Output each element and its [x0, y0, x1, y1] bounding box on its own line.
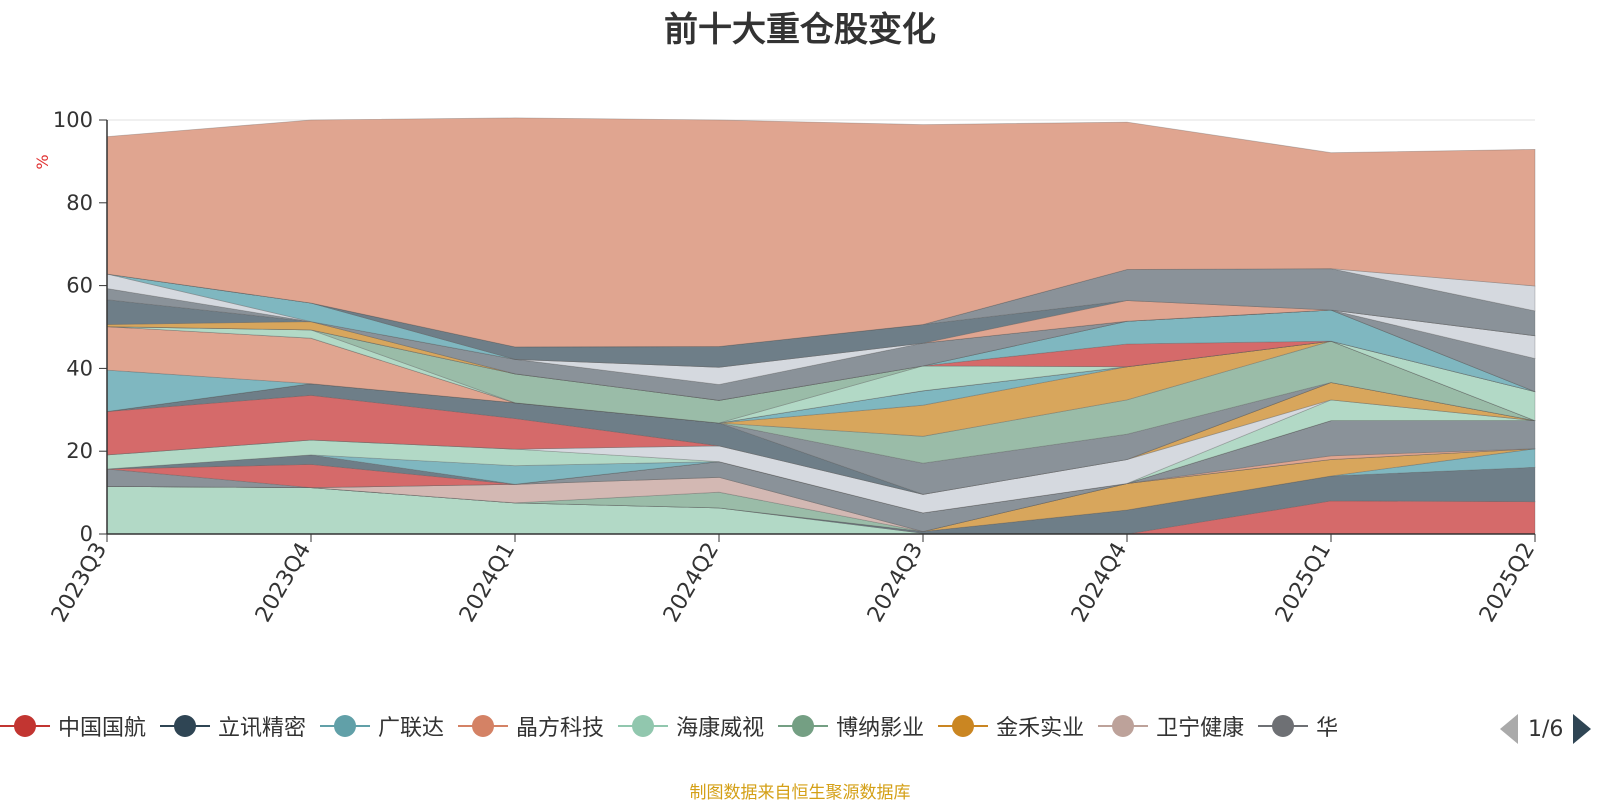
legend-label: 立讯精密 [218, 716, 307, 741]
x-tick-label: 2024Q2 [659, 539, 724, 627]
y-tick-label: 60 [66, 274, 93, 298]
series-area[interactable] [106, 288, 1536, 401]
legend: 中国国航 立讯精密 广联达 晶方科技 海康威视 博纳影业 金禾实业 卫宁健康 华 [0, 706, 1490, 746]
x-tick-label: 2024Q3 [863, 539, 928, 627]
legend-label: 博纳影业 [836, 716, 925, 741]
legend-page-indicator: 1/6 [1528, 716, 1564, 742]
legend-item[interactable]: 卫宁健康 [1098, 706, 1244, 746]
legend-item[interactable]: 金禾实业 [938, 706, 1084, 746]
legend-item[interactable]: 华 [1258, 706, 1338, 746]
series-area[interactable] [106, 117, 1536, 348]
legend-marker-icon [778, 714, 829, 738]
legend-marker-icon [618, 714, 669, 738]
legend-marker-icon [458, 714, 509, 738]
series-area[interactable] [106, 268, 1536, 348]
legend-label: 海康威视 [676, 716, 765, 741]
y-tick-label: 0 [80, 522, 93, 546]
legend-label: 广联达 [378, 716, 445, 741]
legend-next-page-button[interactable] [1573, 714, 1592, 744]
legend-label: 晶方科技 [516, 716, 605, 741]
legend-marker-icon [938, 714, 989, 738]
legend-label: 卫宁健康 [1156, 716, 1245, 741]
legend-item[interactable]: 博纳影业 [778, 706, 924, 746]
legend-item[interactable]: 立讯精密 [160, 706, 306, 746]
legend-marker-icon [0, 714, 50, 738]
x-tick-label: 2025Q2 [1475, 539, 1540, 627]
legend-marker-icon [160, 714, 211, 738]
legend-label: 中国国航 [58, 716, 147, 741]
x-tick-label: 2023Q3 [47, 539, 112, 627]
area-layer [106, 117, 1536, 535]
legend-marker-icon [1098, 714, 1149, 738]
legend-item[interactable]: 晶方科技 [458, 706, 604, 746]
legend-prev-page-button[interactable] [1500, 714, 1518, 744]
x-tick-label: 2024Q1 [455, 539, 520, 627]
legend-marker-icon [320, 714, 371, 738]
y-tick-label: 20 [66, 439, 93, 463]
legend-item[interactable]: 海康威视 [618, 706, 764, 746]
legend-pager: 1/6 [1500, 712, 1592, 746]
x-tick-label: 2023Q4 [251, 539, 316, 627]
y-tick-label: 100 [53, 108, 93, 132]
legend-item[interactable]: 中国国航 [0, 706, 146, 746]
legend-item[interactable]: 广联达 [320, 706, 444, 746]
x-tick-label: 2025Q1 [1271, 539, 1336, 627]
legend-label: 华 [1316, 716, 1339, 741]
y-tick-label: 40 [66, 356, 93, 380]
source-note: 制图数据来自恒生聚源数据库 [689, 783, 911, 803]
legend-label: 金禾实业 [996, 716, 1085, 741]
series-area[interactable] [106, 273, 1536, 385]
y-tick-label: 80 [66, 191, 93, 215]
series-area[interactable] [106, 420, 1535, 514]
series-area[interactable] [106, 420, 1535, 514]
y-axis-unit-label: % [33, 154, 52, 169]
chart-title: 前十大重仓股变化 [664, 10, 936, 50]
series-area[interactable] [106, 268, 1536, 348]
legend-marker-icon [1258, 714, 1309, 738]
x-tick-label: 2024Q4 [1067, 539, 1132, 627]
